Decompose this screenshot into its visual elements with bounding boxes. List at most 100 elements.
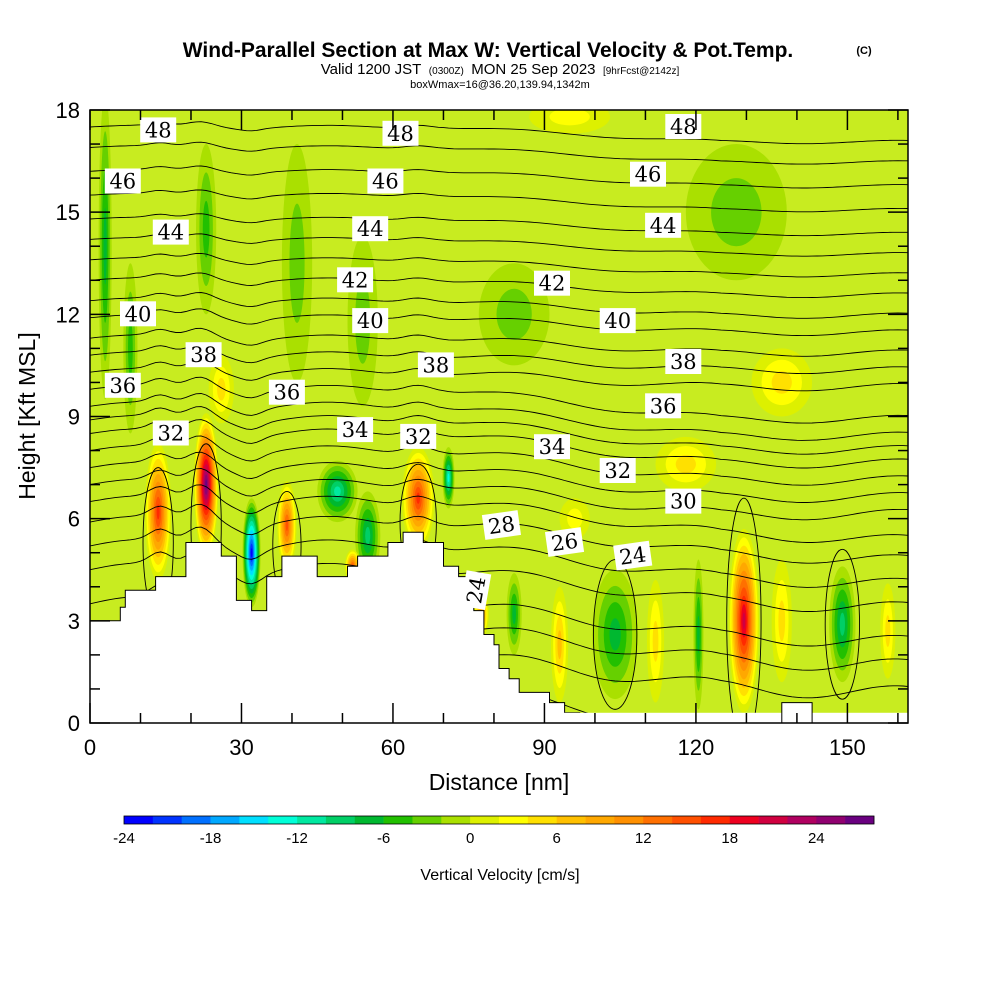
colorbar-tick-label: 24 (808, 830, 825, 847)
colorbar-swatch (758, 816, 788, 824)
contour-label-text: 36 (109, 374, 136, 398)
contour-label-bg (352, 308, 389, 334)
velocity-cell (529, 110, 611, 134)
contour-label-bg (613, 540, 653, 571)
colorbar-tick-label: 18 (721, 830, 738, 847)
theta-contour (90, 233, 908, 257)
velocity-cell (771, 559, 792, 683)
closed-contour (824, 548, 860, 700)
colorbar-swatch (585, 816, 615, 824)
contour-label-bg (352, 216, 389, 242)
colorbar-swatch (210, 816, 240, 824)
contour-label-text: 48 (670, 115, 697, 139)
velocity-band (128, 320, 133, 377)
colorbar-swatch (816, 816, 846, 824)
colorbar-swatch (239, 816, 269, 824)
colorbar-swatch (845, 816, 875, 824)
theta-contour (90, 406, 908, 455)
contour-label: 40 (599, 308, 636, 334)
contour-label-bg (460, 570, 492, 611)
x-tick-label: 30 (229, 735, 253, 760)
theta-contour (90, 189, 908, 213)
velocity-cell (242, 498, 261, 608)
velocity-band (496, 288, 532, 340)
contour-label-text: 40 (125, 302, 152, 326)
contour-label-text: 46 (109, 170, 136, 194)
terrain-ridge (90, 531, 581, 723)
y-tick-label: 0 (68, 711, 80, 736)
contour-label-bg (120, 301, 156, 327)
theta-contour (90, 272, 908, 299)
colorbar-swatch (700, 816, 731, 824)
velocity-band (557, 630, 562, 660)
velocity-band (289, 203, 305, 323)
colorbar-labels: -24 -18 -12 -6 0 6 12 18 24 (113, 830, 824, 847)
y-tick-label: 3 (68, 609, 80, 634)
velocity-band (652, 620, 659, 662)
velocity-cell (208, 355, 234, 424)
velocity-band (365, 526, 371, 545)
velocity-band (217, 377, 226, 401)
velocity-cell (506, 573, 522, 655)
contour-label: 38 (665, 349, 702, 374)
contour-label: 46 (367, 168, 404, 194)
chart-subtitle: Valid 1200 JST (0300Z) MON 25 Sep 2023 [… (321, 61, 680, 78)
contour-label-bg (481, 510, 521, 540)
x-tick-label: 0 (84, 735, 96, 760)
velocity-cell (551, 586, 569, 703)
theta-contour (90, 419, 908, 469)
velocity-band (285, 519, 289, 532)
contour-label: 42 (337, 267, 374, 293)
velocity-band (711, 178, 762, 247)
contour-label-bg (152, 420, 189, 446)
velocity-band (103, 207, 107, 285)
colorbar-swatch (152, 816, 182, 824)
velocity-cell (829, 566, 856, 683)
contour-label: 24 (613, 540, 653, 571)
contour-label-bg (599, 458, 636, 483)
velocity-band (416, 492, 421, 504)
colorbar-tick-label: -24 (113, 830, 135, 847)
contour-label: 36 (104, 372, 141, 398)
contour-label-text: 40 (604, 309, 631, 333)
contour-label: 32 (400, 423, 437, 449)
contour-label-bg (382, 120, 419, 146)
y-axis-label: Height [Kft MSL] (14, 332, 40, 499)
chart-title: Wind-Parallel Section at Max W: Vertical… (183, 39, 794, 62)
x-tick-label: 120 (678, 735, 715, 760)
contour-label-text: 26 (550, 529, 580, 556)
y-tick-label: 15 (56, 200, 80, 225)
contour-label-text: 24 (618, 542, 648, 569)
contour-label: 34 (534, 434, 570, 460)
contour-label-bg (534, 434, 570, 460)
contour-label-bg (268, 379, 305, 405)
contour-label: 36 (645, 393, 682, 419)
contour-label: 30 (665, 488, 702, 514)
contour-label-text: 44 (650, 214, 677, 238)
theta-contour (90, 451, 908, 503)
contour-label: 24 (460, 570, 492, 611)
contour-label-bg (665, 488, 702, 514)
contour-label: 40 (352, 308, 389, 334)
x-tick-label: 90 (532, 735, 556, 760)
contour-label: 44 (352, 216, 389, 242)
colorbar-swatch (672, 816, 702, 824)
theta-contour (90, 435, 908, 486)
colorbar-tick-label: -6 (377, 830, 390, 847)
velocity-band (202, 200, 210, 258)
contour-label-text: 34 (342, 418, 369, 442)
theta-contour (90, 484, 908, 543)
y-tick-label: 12 (56, 302, 80, 327)
contour-label: 26 (544, 527, 585, 557)
contour-label-bg (645, 393, 682, 419)
theta-contour (90, 213, 908, 237)
y-tick-labels: 0 3 6 9 12 15 18 (56, 98, 80, 736)
contour-label-bg (665, 349, 702, 374)
axis-ticks (89, 109, 908, 724)
velocity-cell (196, 144, 217, 315)
y-tick-label: 6 (68, 507, 80, 532)
theta-contour (90, 252, 908, 278)
theta-contour (90, 526, 908, 588)
colorbar-swatch (441, 816, 471, 824)
theta-contour (90, 292, 908, 319)
